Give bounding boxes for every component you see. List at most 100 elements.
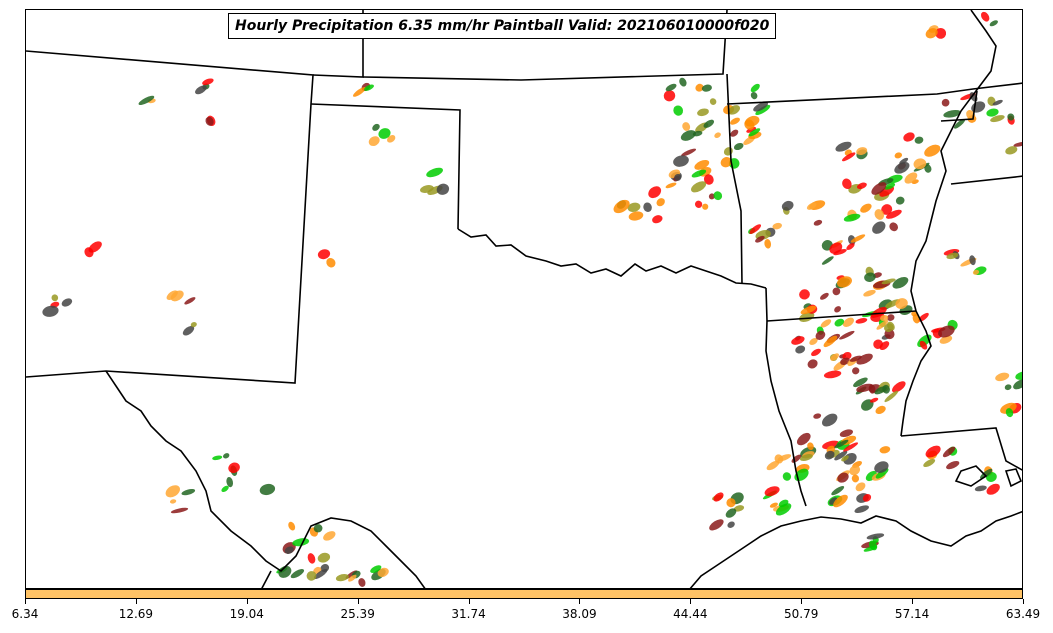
precip-paintball — [627, 202, 641, 213]
precip-paintball — [720, 157, 732, 168]
precip-paintball — [829, 242, 843, 254]
precip-paintball — [665, 182, 677, 189]
precip-paintball — [378, 128, 391, 139]
precip-paintball — [335, 573, 349, 582]
precip-paintball — [942, 446, 956, 458]
precip-paintball — [755, 235, 765, 243]
precip-paintball — [879, 446, 891, 454]
precip-paintball — [426, 167, 443, 178]
precip-paintball — [824, 450, 835, 460]
precip-paintball — [881, 204, 893, 215]
precip-paintball — [169, 499, 177, 504]
precip-paintball — [904, 172, 918, 184]
precip-paintball — [850, 234, 866, 243]
precip-paintball — [725, 508, 737, 518]
louisiana-bayous — [954, 465, 1022, 488]
precip-paintball — [895, 196, 905, 205]
precip-paintball — [807, 359, 818, 369]
precip-paintball — [849, 465, 861, 476]
precip-paintball — [695, 83, 704, 92]
precip-paintball — [202, 78, 214, 86]
precip-paintball — [806, 202, 817, 210]
precip-paintball — [170, 507, 189, 514]
state-borders — [26, 10, 1022, 588]
border-nm-tx — [310, 103, 461, 230]
precip-paintball — [764, 239, 772, 249]
precip-paintball — [879, 341, 890, 351]
precip-paintball — [924, 164, 932, 173]
border-ms-al — [940, 90, 978, 122]
precip-paintball — [833, 249, 847, 256]
precip-paintball — [313, 569, 328, 579]
precip-paintball — [831, 486, 845, 496]
border-nm-west — [26, 103, 312, 384]
precip-paintball — [881, 278, 896, 285]
precip-paintball — [727, 521, 735, 528]
precip-paintball — [864, 272, 876, 282]
precip-paintball — [221, 485, 229, 493]
precip-paintball — [190, 322, 197, 328]
precip-paintball — [874, 209, 885, 220]
precip-paintball — [307, 553, 316, 564]
precip-paintball — [317, 552, 331, 563]
precip-paintball — [713, 191, 723, 201]
precip-paintball — [61, 298, 73, 307]
precip-paintball — [1015, 371, 1022, 380]
precip-paintball — [317, 249, 331, 260]
precip-paintball — [714, 132, 721, 138]
precip-paintball — [791, 336, 805, 345]
precip-paintball — [709, 519, 724, 531]
map-canvas — [26, 10, 1022, 588]
precip-paintball — [1005, 146, 1018, 155]
colorbar-tick-label: 44.44 — [673, 607, 708, 621]
map-panel — [25, 9, 1023, 589]
precip-paintball — [913, 158, 927, 170]
precip-paintball — [995, 372, 1010, 382]
colorbar-tick-label: 19.04 — [229, 607, 264, 621]
precip-paintball — [854, 505, 869, 514]
precip-paintball — [764, 486, 780, 497]
border-red-river — [457, 228, 767, 289]
precip-paintball — [88, 241, 102, 253]
precip-paintball — [205, 116, 214, 126]
precip-paintball — [935, 28, 947, 39]
precip-paintball — [992, 99, 1003, 106]
precip-paintball — [914, 136, 924, 144]
precip-paintball — [870, 306, 887, 318]
precip-paintball — [990, 115, 1005, 123]
precip-paintball — [730, 117, 740, 125]
precip-paintball — [946, 460, 960, 470]
mississippi-river — [900, 10, 997, 437]
precip-paintball — [749, 224, 762, 234]
precip-paintball — [856, 353, 873, 365]
precip-paintball — [874, 461, 889, 473]
precip-paintball — [387, 134, 396, 143]
border-ar-la — [766, 310, 917, 322]
precip-paintball — [652, 215, 663, 224]
precip-paintball — [226, 476, 234, 488]
precip-paintball — [723, 147, 733, 156]
colorbar-tick-label: 57.14 — [894, 607, 930, 621]
precip-paintball — [830, 353, 840, 361]
precip-paintball — [860, 203, 872, 213]
precip-paintball — [778, 499, 789, 508]
precip-paintball — [694, 200, 703, 208]
precip-paintball — [849, 355, 862, 362]
border-ks-ok — [362, 10, 728, 81]
precip-paintball — [834, 318, 845, 327]
precip-paintball — [924, 144, 941, 157]
precip-paintball — [938, 325, 955, 338]
precip-paintball — [372, 123, 380, 131]
precip-paintball — [728, 105, 741, 115]
precip-paintball — [989, 20, 998, 27]
precip-paintball — [821, 256, 834, 265]
precip-paintball — [925, 28, 938, 39]
precip-paintball — [195, 85, 207, 95]
precip-paintball — [823, 335, 838, 348]
precip-paintball — [701, 84, 712, 92]
precip-paintball — [903, 132, 915, 142]
precip-paintball — [774, 454, 784, 464]
precip-paintball — [892, 277, 909, 289]
precip-paintball — [853, 377, 868, 388]
precip-paintball — [613, 199, 630, 214]
